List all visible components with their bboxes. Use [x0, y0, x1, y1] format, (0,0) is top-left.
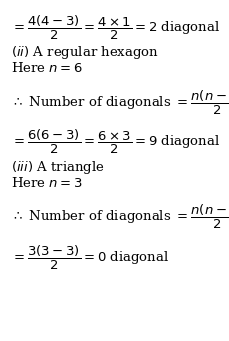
Text: $= \dfrac{3(3-3)}{2} = 0$ diagonal: $= \dfrac{3(3-3)}{2} = 0$ diagonal [11, 244, 169, 272]
Text: $= \dfrac{4(4-3)}{2} = \dfrac{4\times1}{2} = 2$ diagonal: $= \dfrac{4(4-3)}{2} = \dfrac{4\times1}{… [11, 14, 221, 42]
Text: Here $n = 6$: Here $n = 6$ [11, 61, 83, 75]
Text: $\therefore$ Number of diagonals $= \dfrac{n(n-3)}{2}$: $\therefore$ Number of diagonals $= \dfr… [11, 203, 229, 231]
Text: $\therefore$ Number of diagonals $= \dfrac{n(n-3)}{2}$: $\therefore$ Number of diagonals $= \dfr… [11, 89, 229, 117]
Text: $= \dfrac{6(6-3)}{2} = \dfrac{6\times3}{2} = 9$ diagonal: $= \dfrac{6(6-3)}{2} = \dfrac{6\times3}{… [11, 128, 221, 156]
Text: $(\mathit{ii})$ A regular hexagon: $(\mathit{ii})$ A regular hexagon [11, 44, 159, 61]
Text: Here $n = 3$: Here $n = 3$ [11, 176, 83, 190]
Text: $(\mathit{iii})$ A triangle: $(\mathit{iii})$ A triangle [11, 159, 105, 176]
